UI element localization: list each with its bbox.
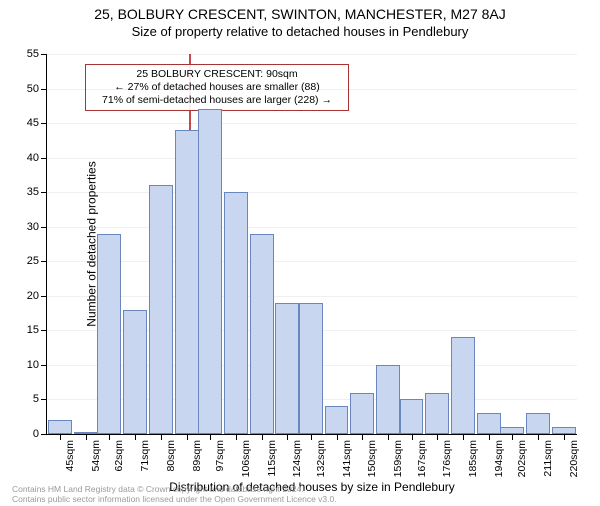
y-tick-label: 55 — [27, 48, 47, 60]
histogram-bar — [500, 427, 524, 434]
x-tick-label: 97sqm — [214, 440, 226, 472]
x-tick-label: 159sqm — [392, 440, 404, 477]
x-tick — [210, 434, 211, 440]
page-title: 25, BOLBURY CRESCENT, SWINTON, MANCHESTE… — [0, 6, 600, 22]
histogram-bar — [175, 130, 199, 434]
x-tick-label: 202sqm — [516, 440, 528, 477]
y-tick-label: 15 — [27, 324, 47, 336]
x-tick-label: 115sqm — [266, 440, 278, 477]
x-tick — [463, 434, 464, 440]
histogram-bar — [48, 420, 72, 434]
x-tick — [362, 434, 363, 440]
x-tick-label: 185sqm — [467, 440, 479, 477]
x-tick — [60, 434, 61, 440]
x-tick — [564, 434, 565, 440]
x-tick — [135, 434, 136, 440]
histogram-bar — [325, 406, 349, 434]
histogram-bar — [224, 192, 248, 434]
x-tick-label: 45sqm — [64, 440, 76, 472]
gridline — [47, 54, 577, 55]
x-tick-label: 71sqm — [139, 440, 151, 472]
gridline — [47, 123, 577, 124]
x-tick-label: 194sqm — [493, 440, 505, 477]
histogram-bar — [198, 109, 222, 434]
annotation-line: 25 BOLBURY CRESCENT: 90sqm — [92, 68, 342, 81]
x-tick — [311, 434, 312, 440]
histogram-bar — [123, 310, 147, 434]
histogram-bar — [250, 234, 274, 434]
y-tick-label: 35 — [27, 186, 47, 198]
gridline — [47, 89, 577, 90]
x-tick-label: 124sqm — [291, 440, 303, 477]
x-tick — [86, 434, 87, 440]
x-tick — [337, 434, 338, 440]
x-tick — [437, 434, 438, 440]
x-tick — [388, 434, 389, 440]
annotation-line: 71% of semi-detached houses are larger (… — [92, 94, 342, 107]
x-tick — [287, 434, 288, 440]
x-tick — [109, 434, 110, 440]
y-tick-label: 10 — [27, 359, 47, 371]
gridline — [47, 158, 577, 159]
x-tick-label: 150sqm — [366, 440, 378, 477]
histogram-bar — [350, 393, 374, 434]
x-tick-label: 132sqm — [315, 440, 327, 477]
histogram-bar — [526, 413, 550, 434]
histogram-bar — [97, 234, 121, 434]
x-tick — [187, 434, 188, 440]
x-tick-label: 54sqm — [90, 440, 102, 472]
attribution-line: Contains public sector information licen… — [12, 495, 337, 504]
histogram-bar — [477, 413, 501, 434]
y-tick-label: 5 — [33, 393, 47, 405]
gridline — [47, 192, 577, 193]
x-tick — [512, 434, 513, 440]
x-tick-label: 62sqm — [113, 440, 125, 472]
y-tick-label: 25 — [27, 255, 47, 267]
histogram-bar — [376, 365, 400, 434]
y-tick-label: 50 — [27, 83, 47, 95]
x-tick-label: 106sqm — [240, 440, 252, 477]
histogram-bar — [149, 185, 173, 434]
x-tick — [489, 434, 490, 440]
x-tick-label: 89sqm — [191, 440, 203, 472]
y-tick-label: 40 — [27, 152, 47, 164]
gridline — [47, 227, 577, 228]
x-tick — [262, 434, 263, 440]
y-tick-label: 0 — [33, 428, 47, 440]
y-tick-label: 45 — [27, 117, 47, 129]
histogram-bar — [299, 303, 323, 434]
gridline — [47, 434, 577, 435]
plot-area: Number of detached properties Distributi… — [46, 54, 577, 435]
x-tick-label: 176sqm — [441, 440, 453, 477]
gridline — [47, 261, 577, 262]
x-tick — [161, 434, 162, 440]
histogram-bar — [552, 427, 576, 434]
x-tick — [538, 434, 539, 440]
histogram-bar — [451, 337, 475, 434]
histogram-chart: Number of detached properties Distributi… — [46, 54, 576, 434]
attribution-text: Contains HM Land Registry data © Crown c… — [12, 485, 337, 504]
x-tick-label: 211sqm — [542, 440, 554, 477]
page-subtitle: Size of property relative to detached ho… — [0, 24, 600, 39]
x-tick — [236, 434, 237, 440]
x-tick — [412, 434, 413, 440]
histogram-bar — [425, 393, 449, 434]
histogram-bar — [275, 303, 299, 434]
gridline — [47, 296, 577, 297]
x-tick-label: 220sqm — [568, 440, 580, 477]
x-tick-label: 141sqm — [341, 440, 353, 477]
histogram-bar — [400, 399, 424, 434]
x-tick-label: 167sqm — [416, 440, 428, 477]
y-tick-label: 20 — [27, 290, 47, 302]
y-tick-label: 30 — [27, 221, 47, 233]
x-tick-label: 80sqm — [165, 440, 177, 472]
